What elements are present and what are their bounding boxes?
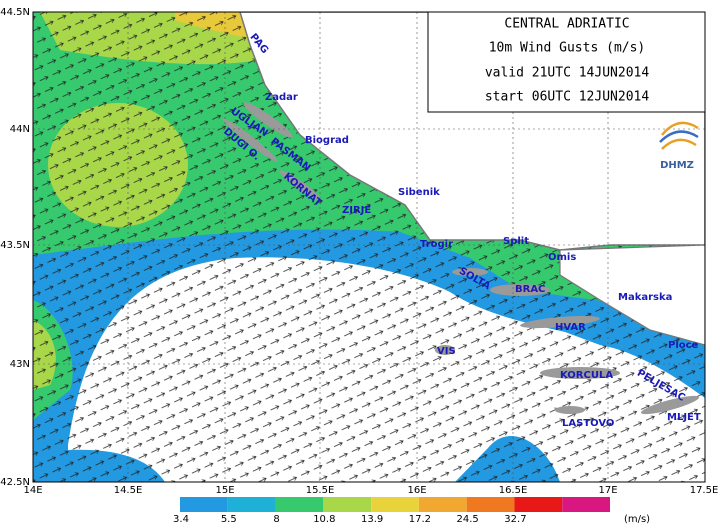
colorbar-label: 24.5 bbox=[457, 514, 479, 525]
colorbar-label: 13.9 bbox=[361, 514, 383, 525]
colorbar-unit: (m/s) bbox=[624, 514, 650, 525]
place-label: Split bbox=[503, 236, 529, 247]
place-label: HVAR bbox=[555, 322, 586, 333]
y-tick-label: 43N bbox=[10, 359, 30, 370]
colorbar-label: 17.2 bbox=[409, 514, 431, 525]
title-box bbox=[427, 11, 706, 113]
x-tick-label: 14.5E bbox=[114, 485, 143, 496]
dhmz-logo-icon bbox=[659, 121, 699, 150]
x-tick-label: 15E bbox=[215, 485, 234, 496]
colorbar-segment bbox=[466, 497, 515, 512]
colorbar-label: 5.5 bbox=[221, 514, 237, 525]
place-label: Sibenik bbox=[398, 187, 440, 198]
y-tick-label: 42.5N bbox=[0, 477, 30, 488]
place-label: MLJET bbox=[667, 412, 701, 423]
x-tick-label: 16.5E bbox=[499, 485, 528, 496]
y-tick-label: 44.5N bbox=[0, 7, 30, 18]
place-label: LASTOVO bbox=[562, 418, 614, 429]
y-tick-label: 44N bbox=[10, 124, 30, 135]
colorbar-segment bbox=[562, 497, 610, 512]
colorbar-segment bbox=[418, 497, 467, 512]
colorbar-label: 8 bbox=[273, 514, 279, 525]
place-label: Zadar bbox=[265, 92, 298, 103]
colorbar-segment bbox=[514, 497, 563, 512]
map-frame bbox=[32, 11, 706, 483]
x-tick-label: 16E bbox=[407, 485, 426, 496]
colorbar-label: 32.7 bbox=[504, 514, 526, 525]
place-label: Ploce bbox=[668, 340, 699, 351]
islands bbox=[222, 102, 700, 415]
place-label: Biograd bbox=[305, 135, 349, 146]
place-label: VIS bbox=[437, 346, 456, 357]
colorbar-label: 3.4 bbox=[173, 514, 189, 525]
title-line: CENTRAL ADRIATIC bbox=[504, 17, 629, 32]
logo-text: DHMZ bbox=[660, 160, 694, 171]
land bbox=[559, 244, 705, 346]
title-line: valid 21UTC 14JUN2014 bbox=[485, 66, 650, 81]
x-tick-label: 17.5E bbox=[690, 485, 719, 496]
place-label: BRAC bbox=[515, 284, 545, 295]
x-tick-label: 15.5E bbox=[306, 485, 335, 496]
colorbar-segment bbox=[227, 497, 276, 512]
grid bbox=[33, 12, 705, 482]
colorbar-segment bbox=[180, 497, 228, 512]
place-label: Makarska bbox=[618, 292, 672, 303]
title-line: 10m Wind Gusts (m/s) bbox=[489, 41, 646, 56]
y-tick-label: 43.5N bbox=[0, 240, 30, 251]
place-label: Trogir bbox=[420, 239, 453, 250]
place-label: KORCULA bbox=[560, 370, 613, 381]
x-tick-label: 17E bbox=[598, 485, 617, 496]
colorbar-label: 10.8 bbox=[313, 514, 335, 525]
x-tick-label: 14E bbox=[23, 485, 42, 496]
place-label: Omis bbox=[548, 252, 576, 263]
title-line: start 06UTC 12JUN2014 bbox=[485, 90, 650, 105]
colorbar-segment bbox=[371, 497, 419, 512]
place-label: ZIRJE bbox=[342, 205, 371, 216]
colorbar-segment bbox=[323, 497, 372, 512]
colorbar-segment bbox=[275, 497, 324, 512]
